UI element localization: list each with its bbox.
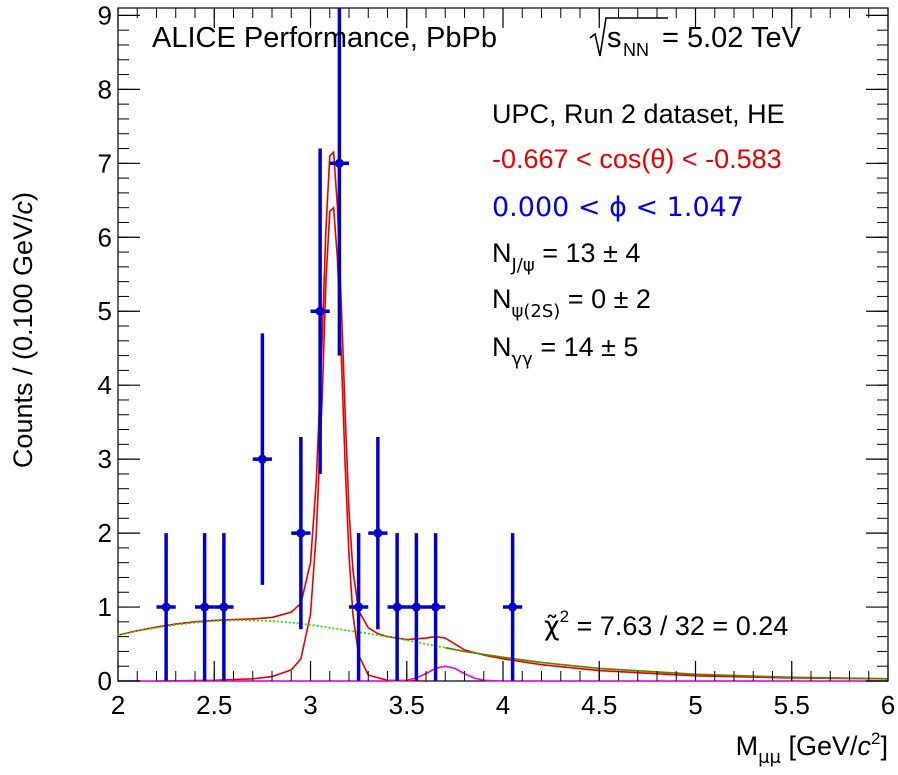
point-marker <box>315 306 325 316</box>
fit-curve-total <box>117 150 889 680</box>
point-marker <box>257 454 267 464</box>
fit-curves <box>117 150 889 682</box>
point-marker <box>411 602 421 612</box>
data-point <box>349 533 369 681</box>
title-sqrt-s: s <box>607 22 622 54</box>
x-tick-label: 3.5 <box>389 690 425 720</box>
x-tick-label: 4.5 <box>581 690 617 720</box>
point-marker <box>373 528 383 538</box>
y-tick-label: 7 <box>98 148 112 178</box>
y-tick-label: 1 <box>98 592 112 622</box>
data-point <box>329 8 349 356</box>
yield-jpsi: NJ/ψ = 13 ± 4 <box>492 238 640 276</box>
title-energy: = 5.02 TeV <box>662 22 802 54</box>
x-tick-label: 6 <box>881 690 895 720</box>
point-marker <box>392 602 402 612</box>
x-tick-label: 4 <box>496 690 510 720</box>
y-tick-label: 5 <box>98 296 112 326</box>
x-tick-label: 5.5 <box>774 690 810 720</box>
point-marker <box>200 602 210 612</box>
point-marker <box>431 602 441 612</box>
x-axis-title: Mμμ [GeV/c2] <box>736 729 888 768</box>
yield-psi2s: Nψ(2S) = 0 ± 2 <box>492 284 651 322</box>
y-tick-label: 3 <box>98 444 112 474</box>
data-point <box>291 436 311 630</box>
data-point <box>214 533 234 681</box>
fit-curve-total-overlay <box>445 646 889 680</box>
x-tick-label: 2.5 <box>196 690 232 720</box>
point-marker <box>508 602 518 612</box>
x-tick-label: 2 <box>111 690 125 720</box>
dataset-label: UPC, Run 2 dataset, HE <box>492 99 785 129</box>
y-tick-label: 0 <box>98 666 112 696</box>
y-tick-label: 2 <box>98 518 112 548</box>
y-tick-label: 4 <box>98 370 112 400</box>
x-tick-label: 3 <box>303 690 317 720</box>
y-axis-ticks: 0 1 2 3 4 5 6 7 8 9 <box>98 0 888 696</box>
fit-curve-J/psi <box>156 205 427 682</box>
data-point <box>368 436 388 630</box>
data-point <box>426 533 446 681</box>
data-point <box>156 533 176 681</box>
x-tick-label: 5 <box>688 690 702 720</box>
data-point <box>252 333 272 585</box>
cos-theta-range: -0.667 < cos(θ) < -0.583 <box>492 144 782 174</box>
yield-gammagamma: Nγγ = 14 ± 5 <box>492 332 638 370</box>
point-marker <box>334 158 344 168</box>
y-tick-label: 9 <box>98 0 112 30</box>
title-sqrt-s-subscript: NN <box>623 40 649 60</box>
phi-range: 0.000 < ϕ < 1.047 <box>492 192 744 223</box>
point-marker <box>354 602 364 612</box>
data-point <box>406 533 426 681</box>
y-tick-label: 6 <box>98 222 112 252</box>
point-marker <box>219 602 229 612</box>
y-tick-label: 8 <box>98 74 112 104</box>
data-point <box>310 148 330 474</box>
point-marker <box>161 602 171 612</box>
y-axis-title: Counts / (0.100 GeV/c) <box>8 192 38 468</box>
data-point <box>503 533 523 681</box>
data-point <box>387 533 407 681</box>
point-marker <box>296 528 306 538</box>
chi2-label: χ̃2 = 7.63 / 32 = 0.24 <box>544 607 788 642</box>
sqrt-sign <box>589 17 668 57</box>
chart-title: ALICE Performance, PbPb <box>152 22 497 54</box>
data-point <box>195 533 215 681</box>
x-axis-ticks: 2 2.5 3 3.5 4 4.5 5 5.5 6 <box>111 8 895 720</box>
data-points <box>156 8 523 681</box>
